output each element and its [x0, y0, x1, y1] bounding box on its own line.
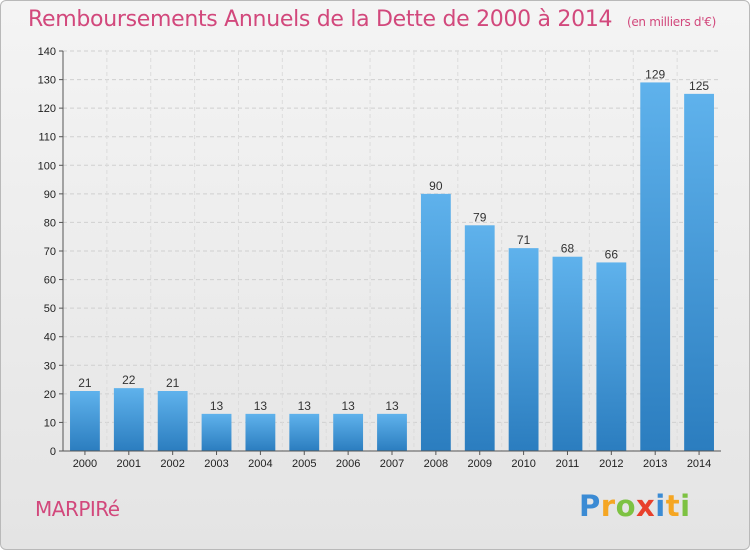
logo-letter: r: [600, 489, 616, 523]
bar-2011: [552, 256, 583, 451]
data-label-2014: 125: [689, 79, 709, 93]
x-tick-label-2005: 2005: [292, 458, 316, 470]
data-label-2000: 21: [78, 376, 92, 390]
x-tick-label-2008: 2008: [424, 458, 448, 470]
logo-letter: x: [636, 489, 656, 523]
y-tick-label: 140: [38, 46, 56, 58]
y-tick-label: 110: [38, 132, 56, 144]
x-tick-label-2012: 2012: [599, 458, 623, 470]
data-label-2013: 129: [645, 67, 665, 81]
y-tick-label: 60: [44, 275, 56, 287]
x-tick-label-2004: 2004: [248, 458, 272, 470]
y-tick-label: 0: [50, 446, 56, 458]
bar-2004: [245, 413, 276, 451]
data-label-2006: 13: [341, 399, 355, 413]
y-tick-label: 130: [38, 75, 56, 87]
data-label-2011: 68: [561, 242, 575, 256]
data-label-2002: 21: [166, 376, 180, 390]
axes: 0 10 20 30 40 50 60 70 80 90 100 110 120 130 140 2000 20…: [38, 46, 721, 470]
x-tick-label-2010: 2010: [511, 458, 535, 470]
logo-letter: P: [579, 489, 601, 523]
bar-2012: [596, 262, 627, 451]
bar-2010: [508, 248, 539, 451]
y-tick-label: 90: [44, 189, 56, 201]
data-label-2008: 90: [429, 179, 443, 193]
x-tick-label-2009: 2009: [467, 458, 491, 470]
y-tick-label: 30: [44, 360, 56, 372]
chart-title-text: Remboursements Annuels de la Dette de 20…: [28, 7, 613, 32]
data-label-2007: 13: [385, 399, 399, 413]
bar-2005: [289, 413, 320, 451]
bar-2002: [157, 391, 188, 451]
bars: 21 22 21 13 13 13 13 13 90 79 71 68 66 129 125: [70, 67, 714, 451]
y-tick-label: 50: [44, 303, 56, 315]
y-tick-label: 120: [38, 103, 56, 115]
y-tick-label: 20: [44, 389, 56, 401]
location-name: MARPIRé: [35, 497, 120, 521]
x-tick-label-2007: 2007: [380, 458, 404, 470]
logo-letter: i: [655, 489, 666, 523]
data-label-2009: 79: [473, 210, 487, 224]
bar-2009: [464, 225, 495, 451]
y-tick-label: 40: [44, 332, 56, 344]
bar-2006: [333, 413, 364, 451]
logo-letter: o: [615, 489, 637, 523]
bar-2003: [201, 413, 232, 451]
x-tick-label-2003: 2003: [204, 458, 228, 470]
data-label-2005: 13: [298, 399, 312, 413]
x-tick-label-2011: 2011: [556, 458, 580, 470]
x-tick-label-2002: 2002: [160, 458, 184, 470]
chart-unit: (en milliers d'€): [626, 15, 716, 29]
logo-letter: i: [680, 489, 691, 523]
y-tick-label: 70: [44, 246, 56, 258]
data-label-2001: 22: [122, 373, 136, 387]
x-tick-label-2006: 2006: [336, 458, 360, 470]
logo-letter: t: [665, 489, 681, 523]
bar-2014: [684, 93, 714, 451]
data-label-2003: 13: [210, 399, 224, 413]
bar-2008: [420, 193, 451, 451]
x-tick-label-2001: 2001: [117, 458, 141, 470]
proxiti-logo: Proxiti: [579, 489, 691, 523]
data-label-2004: 13: [254, 399, 268, 413]
y-tick-label: 10: [44, 417, 56, 429]
chart-title: Remboursements Annuels de la Dette de 20…: [28, 7, 716, 32]
data-label-2010: 71: [517, 233, 531, 247]
y-tick-label: 100: [38, 160, 56, 172]
bar-2001: [113, 388, 144, 451]
bar-2000: [70, 391, 100, 451]
y-tick-label: 80: [44, 217, 56, 229]
x-tick-label-2014: 2014: [687, 458, 711, 470]
x-tick-label-2013: 2013: [643, 458, 667, 470]
x-tick-label-2000: 2000: [73, 458, 97, 470]
data-label-2012: 66: [605, 247, 619, 261]
bar-2007: [377, 413, 407, 451]
bar-2013: [640, 82, 671, 451]
